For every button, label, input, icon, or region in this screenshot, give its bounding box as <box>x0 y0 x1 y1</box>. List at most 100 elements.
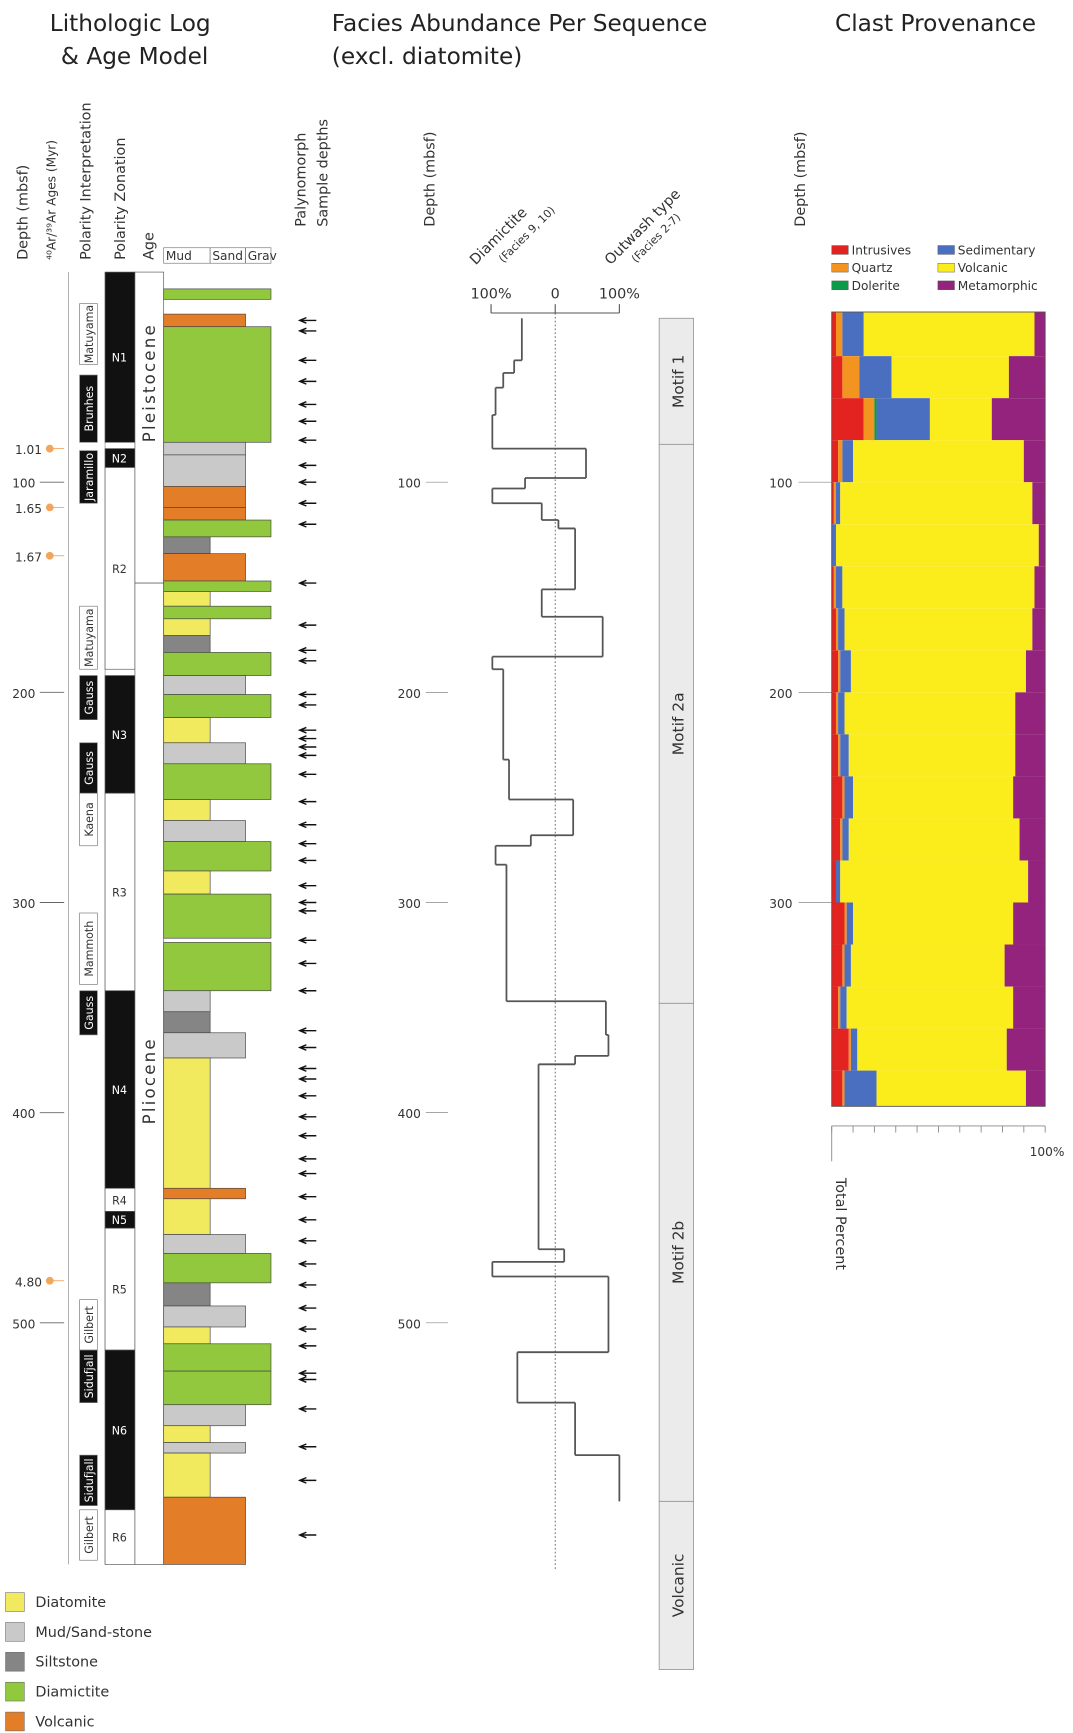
depth-tick-label: 100 <box>398 477 421 491</box>
epoch-label: Pleistocene <box>140 323 159 442</box>
palynomorph-label: Sample depths <box>315 119 331 227</box>
polarity-zone-label: R3 <box>112 886 127 899</box>
sample-arrow <box>297 621 317 629</box>
sample-arrow <box>297 1405 317 1413</box>
panel-title: & Age Model <box>61 43 209 70</box>
legend-label: Metamorphic <box>958 279 1038 293</box>
polarity-interpretation-label: Gauss <box>83 996 96 1030</box>
polarity-interpretation-label: Gauss <box>83 680 96 714</box>
clast-segment <box>863 398 875 441</box>
polarity-interpretation-label: Jaramillo <box>83 453 96 502</box>
clast-segment <box>842 440 854 483</box>
clast-segment <box>835 524 1039 567</box>
clast-segment <box>848 734 1016 777</box>
clast-segment <box>846 986 1014 1029</box>
motif-label: Motif 2b <box>670 1221 688 1284</box>
lithology-unit <box>163 675 246 695</box>
lithology-unit <box>163 486 246 508</box>
clast-segment <box>876 1070 1026 1107</box>
clast-segment <box>842 566 1035 609</box>
clast-segment <box>863 312 1035 357</box>
polarity-zone <box>104 792 136 992</box>
clast-segment <box>835 860 841 903</box>
lithology-unit <box>163 763 272 800</box>
lithology-unit <box>163 591 211 607</box>
lithology-unit <box>163 942 272 992</box>
clast-segment <box>838 440 843 483</box>
lithology-unit <box>163 1496 246 1565</box>
clast-segment <box>842 776 845 819</box>
panel-title: (excl. diatomite) <box>332 43 523 70</box>
lithology-unit <box>163 1057 211 1189</box>
clast-segment <box>840 986 847 1029</box>
polarity-zone-label: R5 <box>112 1284 127 1297</box>
palynomorph-label: Palynomorph <box>293 133 309 227</box>
polarity-interpretation-label: Gilbert <box>83 1516 96 1554</box>
legend-label: Volcanic <box>958 261 1008 275</box>
clast-segment <box>1032 608 1046 651</box>
sample-arrow <box>297 1376 317 1383</box>
clast-segment <box>840 734 849 777</box>
clast-segment <box>831 608 836 651</box>
sample-arrow <box>297 377 317 385</box>
polarity-interpretation-label: Sidufjall <box>83 1458 96 1502</box>
legend-swatch <box>937 263 955 273</box>
clast-segment <box>831 1070 843 1107</box>
polarity-zone-label: N3 <box>112 729 127 742</box>
sample-arrow <box>297 1216 317 1224</box>
clast-segment <box>874 398 877 441</box>
clast-segment <box>831 524 836 567</box>
sample-arrow <box>297 960 317 967</box>
lithology-unit <box>163 580 272 592</box>
lithology-unit <box>163 799 211 821</box>
sample-arrow <box>297 1065 317 1072</box>
clast-segment <box>835 482 841 525</box>
sample-arrow <box>297 327 317 335</box>
polarity-interpretation-label: Gauss <box>83 751 96 785</box>
clast-segment <box>844 776 854 819</box>
clast-segment <box>857 1028 1007 1071</box>
sample-arrow <box>297 882 317 890</box>
clast-segment <box>1025 650 1046 693</box>
clast-segment <box>1015 734 1046 777</box>
polarity-zone-label: R4 <box>112 1194 127 1207</box>
clast-segment <box>1028 860 1046 903</box>
clast-segment <box>831 482 834 525</box>
sample-arrow <box>297 1044 317 1051</box>
motif-label: Volcanic <box>670 1554 688 1618</box>
clast-segment <box>848 818 1020 861</box>
column-header: Depth (mbsf) <box>16 165 32 260</box>
plot-frame <box>831 311 1046 1107</box>
sample-arrow <box>297 461 317 469</box>
clast-segment <box>835 312 843 357</box>
sample-arrow <box>297 1132 317 1140</box>
lithology-unit <box>163 1404 246 1427</box>
clast-segment <box>844 692 1016 735</box>
lithology-unit <box>163 841 272 872</box>
clast-segment <box>1013 902 1046 945</box>
depth-tick-label: 400 <box>12 1107 35 1121</box>
panel-title: Lithologic Log <box>50 10 211 37</box>
legend-swatch <box>5 1652 25 1672</box>
polarity-interpretation-label: Gilbert <box>83 1306 96 1344</box>
legend-swatch <box>937 245 955 255</box>
lithology-unit <box>163 1198 211 1235</box>
polarity-interpretation <box>79 450 98 504</box>
sample-arrow <box>297 936 317 944</box>
lithology-unit <box>163 605 272 620</box>
age-label: 1.65 <box>15 502 42 516</box>
lithology-unit <box>163 288 272 300</box>
sample-arrow <box>297 691 317 698</box>
clast-segment <box>844 902 847 945</box>
clast-segment <box>831 734 839 777</box>
clast-segment <box>853 902 1014 945</box>
sample-arrow <box>297 1260 317 1268</box>
lithology-unit <box>163 326 272 443</box>
clast-segment <box>1013 776 1046 819</box>
lithology-unit <box>163 1011 211 1034</box>
column-header: Age <box>142 232 158 260</box>
sample-arrow <box>297 735 317 743</box>
lithology-unit <box>163 519 272 538</box>
sample-arrow <box>297 478 317 486</box>
